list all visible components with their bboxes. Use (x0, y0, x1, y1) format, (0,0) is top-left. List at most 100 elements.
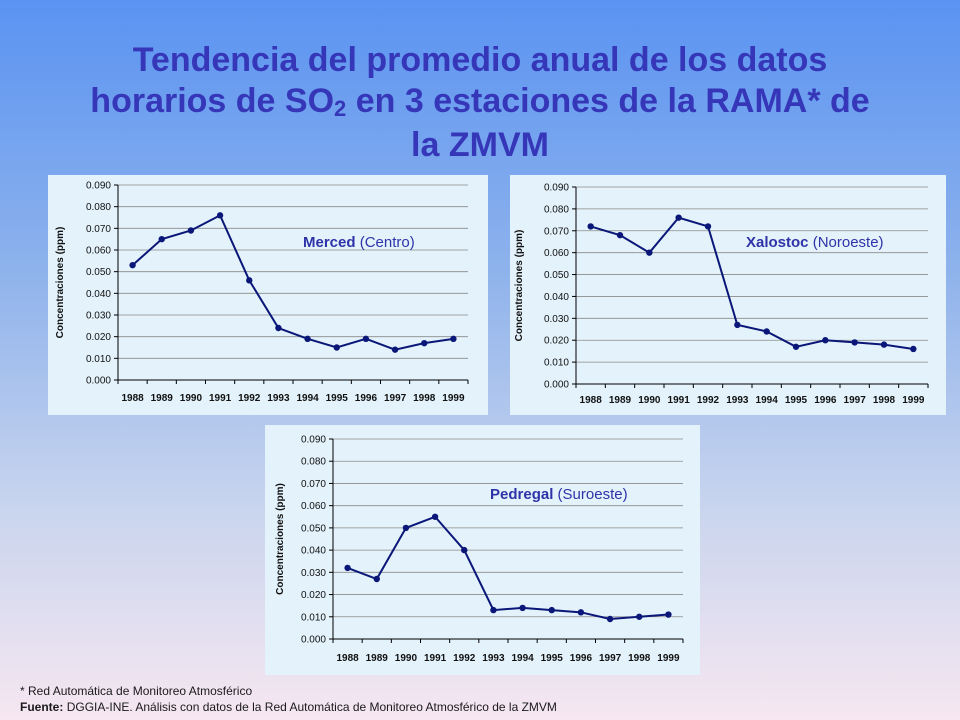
source-text: DGGIA-INE. Análisis con datos de la Red … (66, 700, 557, 714)
station-region: (Noroeste) (809, 234, 884, 251)
y-tick-label: 0.080 (86, 202, 111, 213)
x-tick-label: 1990 (395, 653, 418, 664)
x-tick-label: 1989 (366, 653, 389, 664)
data-point (675, 214, 682, 221)
footnote: * Red Automática de Monitoreo Atmosféric… (20, 684, 253, 698)
x-tick-label: 1998 (873, 395, 896, 406)
x-tick-label: 1991 (209, 393, 232, 404)
y-tick-label: 0.050 (86, 267, 111, 278)
y-tick-label: 0.090 (86, 181, 111, 192)
y-tick-label: 0.090 (301, 435, 326, 446)
y-tick-label: 0.000 (544, 380, 569, 391)
x-tick-label: 1996 (570, 653, 593, 664)
chart-merced-svg: 0.000 0.010 0.020 0.030 0.040 0.050 0.060 0.070… (55, 181, 469, 404)
x-tick-label: 1994 (511, 653, 534, 664)
chart-merced: 0.000 0.010 0.020 0.030 0.040 0.050 0.060 0.070… (48, 175, 488, 415)
data-point (577, 609, 585, 616)
x-tick-label: 1996 (814, 395, 837, 406)
chart-pedregal: 0.000 0.010 0.020 0.030 0.040 0.050 0.060 0.070… (265, 425, 700, 675)
x-tick-label: 1991 (668, 395, 691, 406)
y-tick-label: 0.060 (544, 248, 569, 259)
data-point (822, 337, 829, 344)
series-line (590, 216, 914, 350)
y-tick-label: 0.070 (301, 479, 326, 490)
x-tick-label: 1992 (453, 653, 476, 664)
y-tick-label: 0.020 (544, 336, 569, 347)
x-tick-label: 1995 (326, 393, 349, 404)
data-point (187, 227, 195, 234)
x-tick-label: 1988 (121, 393, 144, 404)
x-tick-label: 1997 (384, 393, 407, 404)
chart-xalostoc: 0.000 0.010 0.020 0.030 0.040 0.050 0.060 0.070… (510, 175, 946, 415)
x-tick-label: 1996 (355, 393, 378, 404)
data-point (333, 344, 340, 351)
data-point (519, 604, 526, 612)
x-tick-label: 1994 (756, 395, 779, 406)
data-point (362, 335, 370, 343)
data-point (373, 575, 380, 583)
data-point (763, 328, 770, 335)
y-tick-label: 0.000 (86, 376, 111, 387)
data-point (646, 249, 653, 256)
title-line-3: la ZMVM (411, 126, 549, 164)
data-point (548, 606, 555, 614)
data-point (616, 231, 624, 239)
data-point (216, 212, 224, 219)
y-tick-label: 0.030 (86, 311, 111, 322)
title-line-2: horarios de SO2 en 3 estaciones de la RA… (90, 82, 870, 121)
y-tick-label: 0.020 (86, 332, 111, 343)
y-axis-label: Concentraciones (ppm) (275, 483, 286, 595)
x-tick-label: 1995 (785, 395, 808, 406)
station-name: Merced (303, 234, 356, 251)
source-note: Fuente: DGGIA-INE. Análisis con datos de… (20, 700, 557, 714)
x-tick-label: 1995 (541, 653, 564, 664)
data-point (490, 606, 497, 614)
y-tick-label: 0.060 (86, 246, 111, 257)
data-point (129, 261, 136, 269)
data-point (421, 339, 428, 347)
y-tick-label: 0.060 (301, 501, 326, 512)
x-tick-label: 1988 (336, 653, 359, 664)
source-label: Fuente: (20, 700, 64, 714)
x-tick-label: 1994 (296, 393, 319, 404)
y-tick-label: 0.030 (301, 568, 326, 579)
x-tick-label: 1998 (413, 393, 436, 404)
y-axis-label: Concentraciones (ppm) (514, 230, 525, 342)
x-tick-label: 1991 (424, 653, 447, 664)
x-tick-label: 1997 (844, 395, 867, 406)
title-line-1: Tendencia del promedio anual de los dato… (132, 41, 828, 79)
x-tick-label: 1989 (151, 393, 174, 404)
station-label: Pedregal (Suroeste) (490, 486, 628, 503)
y-tick-label: 0.050 (301, 523, 326, 534)
y-tick-label: 0.090 (544, 183, 569, 194)
data-point (910, 345, 917, 353)
y-tick-label: 0.010 (301, 612, 326, 623)
station-region: (Centro) (356, 234, 415, 251)
x-tick-label: 1993 (726, 395, 749, 406)
y-tick-label: 0.040 (544, 292, 569, 303)
data-point (792, 343, 800, 350)
data-point (391, 346, 399, 353)
data-point (431, 513, 439, 520)
series-line (131, 213, 454, 351)
x-tick-label: 1992 (238, 393, 261, 404)
station-name: Pedregal (490, 486, 553, 503)
data-point (606, 615, 614, 623)
x-tick-label: 1998 (628, 653, 651, 664)
data-point (461, 546, 468, 554)
x-tick-label: 1999 (442, 393, 465, 404)
station-label: Xalostoc (Noroeste) (746, 234, 884, 251)
data-point (636, 613, 643, 620)
data-point (665, 611, 672, 618)
station-region: (Suroeste) (553, 486, 627, 503)
station-label: Merced (Centro) (303, 234, 415, 251)
x-tick-label: 1990 (638, 395, 661, 406)
data-point (587, 223, 594, 230)
data-point (880, 341, 888, 348)
y-tick-label: 0.030 (544, 314, 569, 325)
y-tick-label: 0.080 (301, 457, 326, 468)
x-tick-label: 1989 (609, 395, 632, 406)
x-tick-label: 1988 (580, 395, 603, 406)
data-point (704, 223, 712, 230)
y-tick-label: 0.040 (86, 289, 111, 300)
